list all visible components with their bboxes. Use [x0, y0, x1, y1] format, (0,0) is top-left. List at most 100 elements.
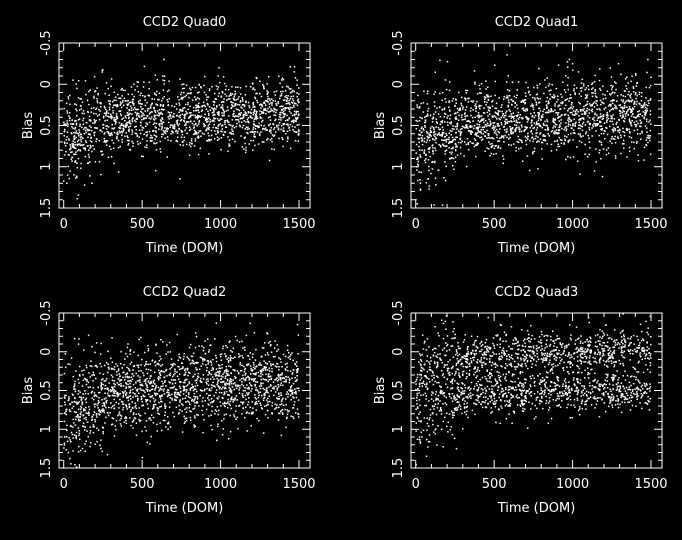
data-point: [190, 410, 192, 413]
data-point: [177, 365, 179, 368]
data-point: [255, 409, 258, 411]
data-point: [605, 126, 607, 129]
data-point: [105, 128, 108, 130]
data-point: [574, 132, 576, 134]
data-point: [530, 105, 532, 107]
data-point: [205, 381, 207, 383]
data-point: [201, 381, 203, 384]
data-point: [635, 142, 638, 144]
data-point: [176, 114, 178, 117]
data-point: [107, 414, 110, 417]
data-point: [194, 385, 197, 387]
data-point: [510, 115, 512, 117]
y-tick-label: -0.5: [39, 30, 54, 55]
data-point: [293, 110, 296, 113]
data-point: [273, 107, 275, 110]
data-point: [647, 104, 649, 107]
data-point: [435, 121, 438, 123]
data-point: [192, 400, 195, 402]
data-point: [132, 98, 135, 101]
data-point: [273, 126, 276, 129]
data-point: [260, 95, 263, 98]
data-point: [181, 130, 184, 133]
data-point: [113, 404, 116, 406]
data-point: [542, 135, 544, 137]
data-point: [220, 95, 223, 97]
data-point: [168, 341, 171, 344]
data-point: [110, 78, 113, 80]
data-point: [103, 405, 106, 407]
data-point: [150, 134, 152, 137]
data-point: [98, 118, 101, 121]
data-point: [135, 121, 137, 123]
data-point: [198, 84, 200, 86]
data-point: [244, 136, 246, 139]
data-point: [634, 73, 637, 75]
data-point: [216, 88, 219, 90]
data-point: [202, 122, 205, 125]
data-point: [560, 119, 562, 121]
data-point: [649, 119, 651, 122]
data-point: [97, 386, 99, 389]
data-point: [465, 106, 468, 108]
data-point: [440, 120, 442, 123]
data-point: [152, 416, 155, 419]
data-point: [129, 112, 131, 115]
data-point: [545, 86, 547, 89]
data-point: [248, 377, 250, 379]
data-point: [474, 83, 476, 85]
data-point: [155, 343, 157, 346]
data-point: [247, 111, 250, 114]
data-point: [232, 102, 234, 104]
data-point: [613, 92, 616, 94]
data-point: [115, 401, 117, 404]
data-point: [210, 389, 212, 392]
data-point: [269, 384, 272, 386]
data-point: [188, 406, 191, 409]
data-point: [425, 158, 427, 160]
data-point: [434, 139, 436, 141]
data-point: [281, 372, 283, 374]
data-point: [454, 142, 457, 145]
data-point: [599, 99, 602, 102]
data-point: [292, 415, 294, 418]
data-point: [78, 375, 81, 377]
data-point: [425, 153, 427, 156]
data-point: [266, 93, 269, 95]
data-point: [476, 135, 478, 137]
data-point: [158, 378, 160, 381]
data-point: [238, 404, 241, 407]
data-point: [185, 94, 188, 97]
data-point: [197, 132, 200, 134]
data-point: [524, 102, 526, 105]
data-point: [146, 101, 148, 104]
data-point: [636, 140, 638, 143]
data-point: [262, 112, 265, 114]
data-point: [178, 111, 180, 113]
data-point: [450, 123, 452, 125]
data-point: [73, 136, 75, 138]
data-point: [295, 102, 297, 105]
data-point: [194, 140, 197, 142]
data-point: [161, 125, 163, 128]
data-point: [646, 136, 648, 139]
data-point: [114, 118, 117, 121]
data-point: [208, 394, 210, 397]
data-point: [521, 126, 523, 128]
data-point: [90, 392, 93, 394]
data-point: [199, 356, 202, 359]
data-point: [163, 75, 166, 77]
data-point: [113, 104, 115, 107]
data-point: [131, 131, 134, 133]
data-point: [609, 93, 611, 95]
data-point: [599, 89, 602, 92]
data-point: [203, 389, 206, 392]
data-point: [615, 107, 617, 110]
data-point: [433, 113, 435, 115]
data-point: [138, 370, 140, 372]
data-point: [146, 110, 149, 112]
data-point: [628, 146, 631, 149]
data-point: [578, 124, 580, 127]
data-point: [235, 418, 237, 420]
